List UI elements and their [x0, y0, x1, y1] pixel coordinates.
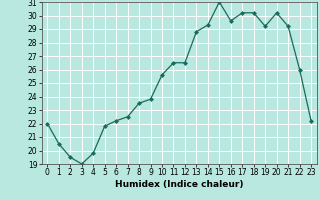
X-axis label: Humidex (Indice chaleur): Humidex (Indice chaleur): [115, 180, 244, 189]
